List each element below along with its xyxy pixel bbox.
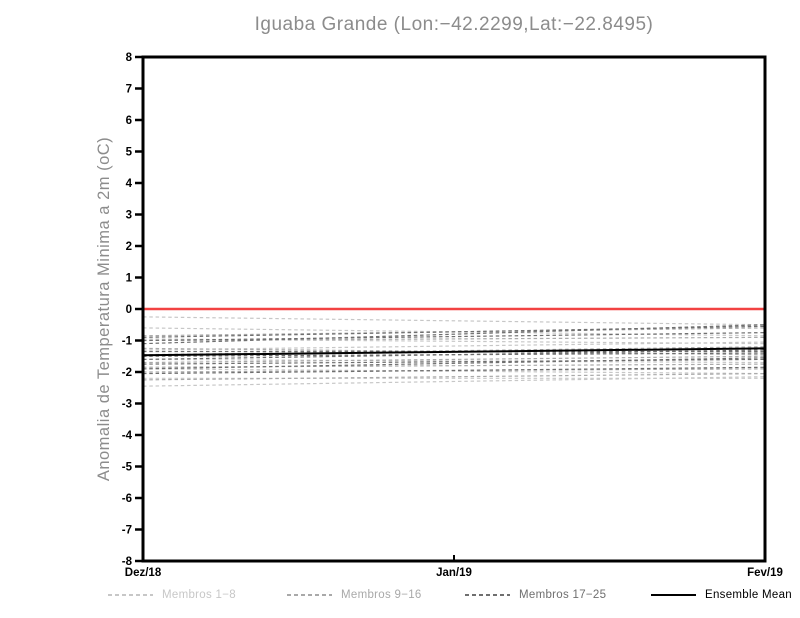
legend: Membros 1−8 Membros 9−16 Membros 17−25 E…	[0, 588, 800, 608]
y-tick-label: -5	[122, 462, 133, 474]
y-tick-label: 8	[126, 52, 133, 64]
solid-line-swatch	[651, 594, 696, 596]
legend-item-membros-1-8: Membros 1−8	[108, 588, 236, 602]
ensemble-member-line	[142, 332, 766, 342]
ensemble-member-line	[142, 341, 766, 351]
ensemble-member-line	[142, 372, 766, 381]
ensemble-member-line	[142, 376, 766, 387]
legend-item-ensemble-mean: Ensemble Mean	[651, 588, 792, 602]
ensemble-member-line	[142, 316, 766, 326]
ensemble-member-line	[142, 338, 766, 345]
y-tick-label: 5	[126, 147, 133, 159]
y-tick-label: -7	[122, 525, 132, 537]
ensemble-member-line	[142, 325, 766, 338]
y-tick-label: -1	[122, 336, 133, 348]
ensemble-member-line	[142, 336, 766, 342]
y-tick-label: -3	[122, 399, 132, 411]
x-tick-label: Dez/18	[125, 567, 162, 579]
legend-label: Membros 17−25	[519, 589, 607, 601]
ensemble-member-line	[142, 368, 766, 375]
chart-title: Iguaba Grande (Lon:−42.2299,Lat:−22.8495…	[254, 14, 654, 35]
y-tick-label: 7	[126, 84, 132, 96]
dashed-line-swatch	[108, 594, 153, 596]
y-tick-label: 6	[126, 115, 132, 127]
dashed-line-swatch	[465, 594, 510, 596]
ensemble-member-line	[142, 355, 766, 364]
x-tick-label: Fev/19	[747, 567, 783, 579]
legend-label: Membros 1−8	[162, 589, 236, 601]
ensemble-mean-line	[142, 347, 766, 357]
y-tick-label: -4	[122, 430, 133, 442]
y-tick-label: 3	[126, 210, 132, 222]
y-tick-label: 4	[126, 178, 133, 190]
ensemble-member-line	[142, 358, 766, 364]
y-tick-label: -6	[122, 493, 132, 505]
y-tick-label: 1	[126, 273, 133, 285]
legend-item-membros-17-25: Membros 17−25	[465, 588, 606, 602]
y-tick-label: -8	[122, 556, 133, 568]
legend-label: Ensemble Mean	[705, 589, 792, 601]
ensemble-member-line	[142, 366, 766, 375]
legend-label: Membros 9−16	[341, 589, 422, 601]
dashed-line-swatch	[287, 594, 332, 596]
ensemble-member-line	[142, 363, 766, 368]
ensemble-member-line	[142, 357, 766, 370]
y-tick-label: 0	[126, 304, 132, 316]
x-tick-label: Jan/19	[436, 567, 472, 579]
y-tick-label: 2	[126, 241, 132, 253]
y-tick-label: -2	[122, 367, 132, 379]
ensemble-member-line	[142, 324, 766, 345]
legend-item-membros-9-16: Membros 9−16	[287, 588, 422, 602]
ensemble-member-line	[142, 349, 766, 360]
